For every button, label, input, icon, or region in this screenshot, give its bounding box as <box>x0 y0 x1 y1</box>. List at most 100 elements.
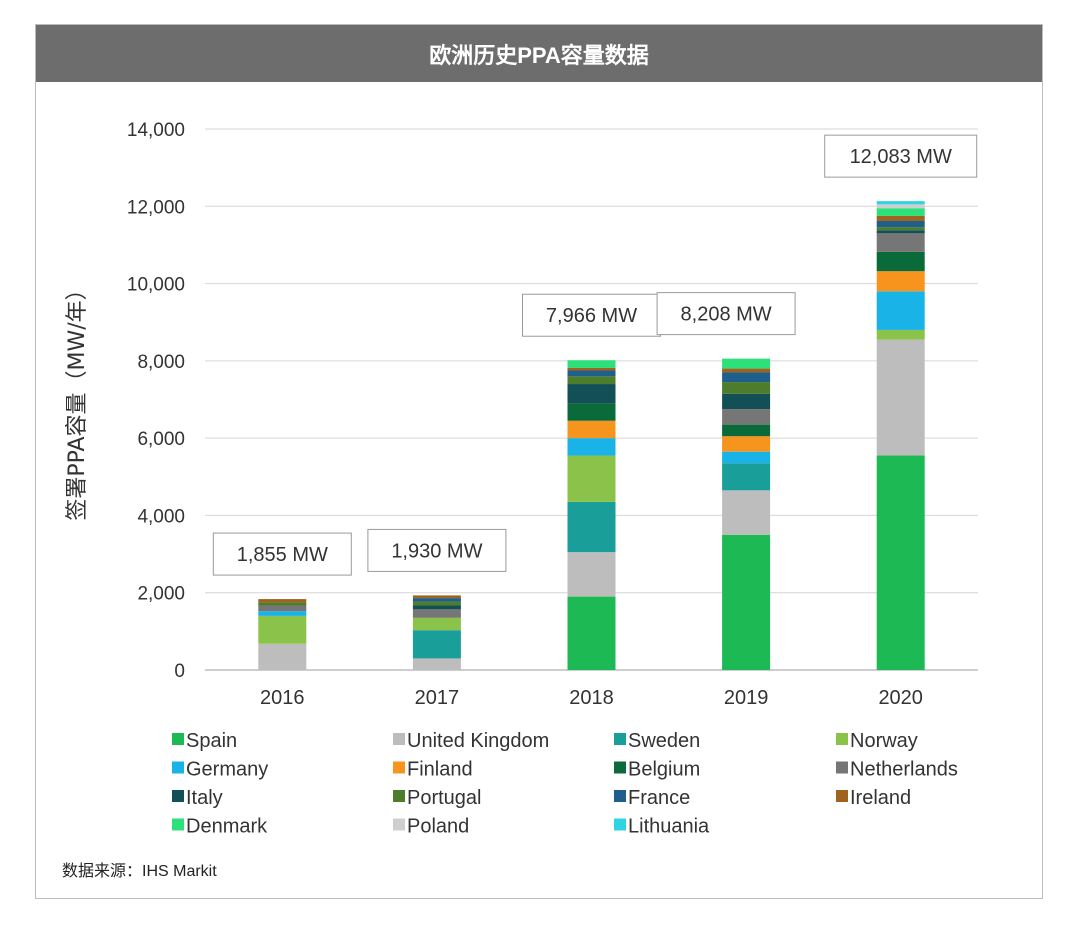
x-tick-label: 2018 <box>569 687 614 709</box>
bar-segment-finland <box>567 420 616 439</box>
bar-segment-ireland <box>876 215 925 221</box>
x-tick-label: 2019 <box>724 687 769 709</box>
legend-swatch <box>836 790 848 802</box>
bar-segment-norway <box>412 617 461 631</box>
bar-segment-united-kingdom <box>876 339 925 456</box>
bar-segment-norway <box>258 615 307 644</box>
legend-swatch <box>393 818 405 831</box>
bar-segment-ireland <box>258 599 307 603</box>
bar-segment-netherlands <box>876 233 925 252</box>
bar-segment-belgium <box>567 403 616 421</box>
bar-segment-finland <box>722 436 771 452</box>
total-callout-box <box>212 532 352 576</box>
legend-label: Poland <box>407 816 469 838</box>
bar-segment-sweden <box>567 501 616 553</box>
bar-segment-denmark <box>876 208 925 216</box>
bar-segment-france <box>876 220 925 228</box>
bar-segment-ireland <box>412 595 461 599</box>
legend-label: Sweden <box>628 730 700 752</box>
y-tick-label: 2,000 <box>137 584 185 605</box>
bar-segment-netherlands <box>722 409 771 425</box>
source-note: 数据来源：IHS Markit <box>62 863 217 880</box>
bar-segment-italy <box>412 605 461 610</box>
bar-segment-spain <box>567 596 616 670</box>
y-tick-label: 4,000 <box>137 506 185 527</box>
bar-segment-spain <box>876 455 925 670</box>
bar-segment-italy <box>567 384 616 404</box>
legend-swatch <box>172 733 184 745</box>
bar-segment-germany <box>876 291 925 330</box>
total-label: 12,083 MW <box>850 146 952 168</box>
total-label: 8,208 MW <box>681 304 772 326</box>
bar-segment-portugal <box>258 602 307 606</box>
bar-segment-portugal <box>876 227 925 231</box>
bar-segment-germany <box>722 451 771 464</box>
legend-label: Italy <box>186 787 223 809</box>
y-axis-label: 签署PPA容量（MW/年） <box>65 278 90 520</box>
bar-segment-netherlands <box>258 605 307 612</box>
total-callout-box <box>824 134 978 178</box>
bar-segment-norway <box>567 455 616 502</box>
bar-segment-ireland <box>722 368 771 373</box>
bar-segment-united-kingdom <box>567 552 616 597</box>
bar-segment-france <box>412 598 461 602</box>
bar-segment-united-kingdom <box>412 658 461 670</box>
bar-segment-poland <box>876 204 925 209</box>
total-label: 1,930 MW <box>391 540 482 562</box>
legend-label: Germany <box>186 759 268 781</box>
bar-segment-portugal <box>412 601 461 606</box>
y-tick-label: 6,000 <box>137 429 185 450</box>
chart-title: 欧洲历史PPA容量数据 <box>36 25 1042 82</box>
x-tick-label: 2017 <box>415 687 460 709</box>
legend-label: Belgium <box>628 759 700 781</box>
bar-segment-netherlands <box>412 609 461 618</box>
legend-swatch <box>836 733 848 745</box>
legend-swatch <box>614 733 626 745</box>
bar-segment-portugal <box>567 376 616 385</box>
total-label: 1,855 MW <box>237 544 328 566</box>
legend-swatch <box>836 761 848 774</box>
x-tick-label: 2016 <box>260 687 305 709</box>
bar-segment-united-kingdom <box>722 490 771 535</box>
bar-segment-ireland <box>567 367 616 371</box>
legend-label: Ireland <box>850 787 911 809</box>
legend-label: Portugal <box>407 787 482 809</box>
y-tick-label: 14,000 <box>127 120 185 141</box>
legend-swatch <box>393 761 405 774</box>
x-tick-label: 2020 <box>878 687 923 709</box>
bar-segment-united-kingdom <box>258 643 307 670</box>
total-callout-box <box>656 292 796 336</box>
bar-segment-italy <box>722 393 771 410</box>
total-callout-box <box>367 528 507 572</box>
y-tick-label: 8,000 <box>137 352 185 373</box>
legend-swatch <box>172 818 184 831</box>
y-tick-label: 0 <box>174 661 185 682</box>
legend-swatch <box>393 733 405 745</box>
legend-label: Spain <box>186 730 237 752</box>
legend-label: Finland <box>407 759 473 781</box>
bar-segment-germany <box>567 438 616 456</box>
bar-segment-sweden <box>722 463 771 491</box>
legend-label: Denmark <box>186 816 268 838</box>
total-label: 7,966 MW <box>546 305 637 327</box>
bar-segment-denmark <box>567 360 616 368</box>
legend-label: Netherlands <box>850 759 958 781</box>
legend-swatch <box>172 790 184 802</box>
legend-swatch <box>172 761 184 774</box>
legend-swatch <box>614 818 626 831</box>
legend-label: France <box>628 787 690 809</box>
legend-swatch <box>614 790 626 802</box>
bar-segment-italy <box>876 230 925 234</box>
legend-swatch <box>393 790 405 802</box>
y-tick-label: 10,000 <box>127 275 185 296</box>
legend-label: Lithuania <box>628 816 710 838</box>
y-tick-label: 12,000 <box>127 197 185 218</box>
legend-swatch <box>614 761 626 774</box>
legend-label: Norway <box>850 730 918 752</box>
bar-segment-france <box>722 372 771 383</box>
bar-segment-sweden <box>412 630 461 659</box>
bar-segment-belgium <box>722 424 771 437</box>
bar-segment-lithuania <box>876 201 925 205</box>
bar-segment-finland <box>876 271 925 292</box>
